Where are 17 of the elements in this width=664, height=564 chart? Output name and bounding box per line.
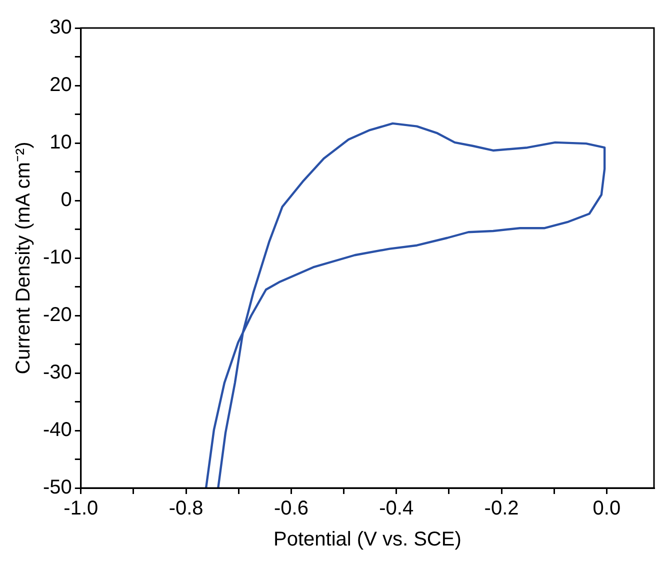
x-tick-label: -0.2 [484,498,519,520]
x-tick-label: -0.4 [379,498,414,520]
y-axis-title: Current Density (mA cm⁻²) [12,142,35,374]
y-tick-label: 20 [50,74,72,96]
y-tick-label: -40 [43,419,72,442]
x-tick-label: -0.6 [274,498,308,520]
x-tick-label: -0.8 [168,498,204,520]
y-tick-label: 30 [50,16,72,39]
x-tick-label: -1.0 [64,498,98,520]
x-axis-title: Potential (V vs. SCE) [274,528,462,551]
y-tick-label: -50 [43,476,72,499]
y-tick-label: 10 [50,132,72,154]
y-tick-label: -30 [43,362,72,384]
y-tick-label: -10 [43,246,72,269]
x-tick-label: 0.0 [592,498,621,520]
y-tick-label: 0 [60,189,72,212]
y-tick-label: -20 [43,304,72,326]
